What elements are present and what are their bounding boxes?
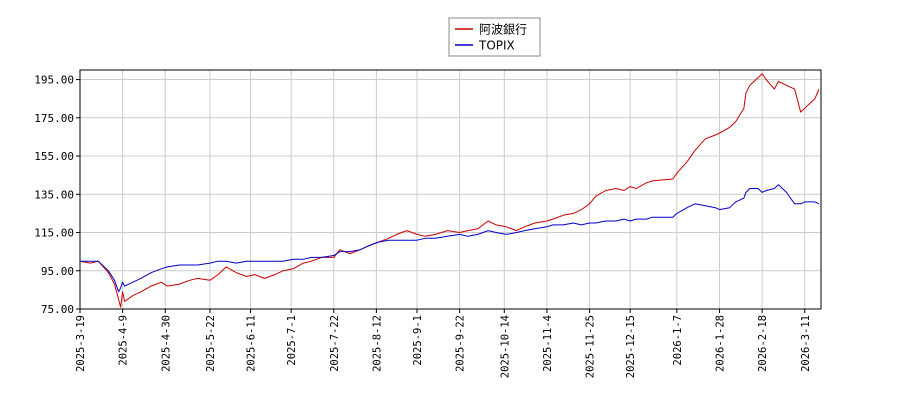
legend: 阿波銀行 TOPIX — [448, 17, 541, 57]
y-tick-label: 155.00 — [34, 150, 74, 163]
x-tick-label: 2025-3-19 — [75, 315, 87, 372]
x-tick-label: 2025-12-15 — [625, 315, 637, 378]
x-tick-label: 2025-4-9 — [118, 315, 130, 366]
plot-frame — [79, 69, 822, 310]
x-tick-label: 2025-11-25 — [585, 315, 597, 378]
y-tick-label: 115.00 — [34, 227, 74, 240]
x-tick-label: 2025-5-22 — [205, 315, 217, 372]
x-tick-label: 2025-7-1 — [286, 315, 298, 366]
x-tick-label: 2025-9-22 — [455, 315, 467, 372]
y-tick-label: 195.00 — [34, 74, 74, 87]
y-tick-label: 175.00 — [34, 112, 74, 125]
y-tick-label: 135.00 — [34, 188, 74, 201]
x-tick-label: 2025-9-1 — [412, 315, 424, 366]
y-tick-label: 95.00 — [41, 265, 74, 278]
axes: 75.00 95.00 115.00 135.00 155.00 175.00 195.00… — [34, 69, 822, 378]
series-line-awa-bank — [79, 73, 820, 308]
legend-label-topix: TOPIX — [478, 39, 515, 53]
legend-label-awa-bank: 阿波銀行 — [479, 23, 527, 37]
x-tick-label: 2026-1-7 — [672, 315, 684, 366]
x-tick-label: 2026-1-28 — [714, 315, 726, 372]
y-tick-label: 75.00 — [41, 303, 74, 316]
x-tick-label: 2025-8-12 — [371, 315, 383, 372]
x-tick-label: 2025-7-22 — [329, 315, 341, 372]
series-layer — [79, 73, 820, 308]
x-tick-label: 2025-11-4 — [542, 315, 554, 372]
x-tick-label: 2025-6-11 — [246, 315, 258, 372]
series-line-topix — [80, 184, 820, 293]
legend-box — [448, 17, 541, 57]
x-tick-label: 2026-3-11 — [800, 315, 812, 372]
grid-lines — [79, 70, 821, 310]
x-tick-label: 2025-10-14 — [499, 315, 511, 378]
x-tick-label: 2026-2-18 — [757, 315, 769, 372]
x-tick-label: 2025-4-30 — [160, 315, 172, 372]
